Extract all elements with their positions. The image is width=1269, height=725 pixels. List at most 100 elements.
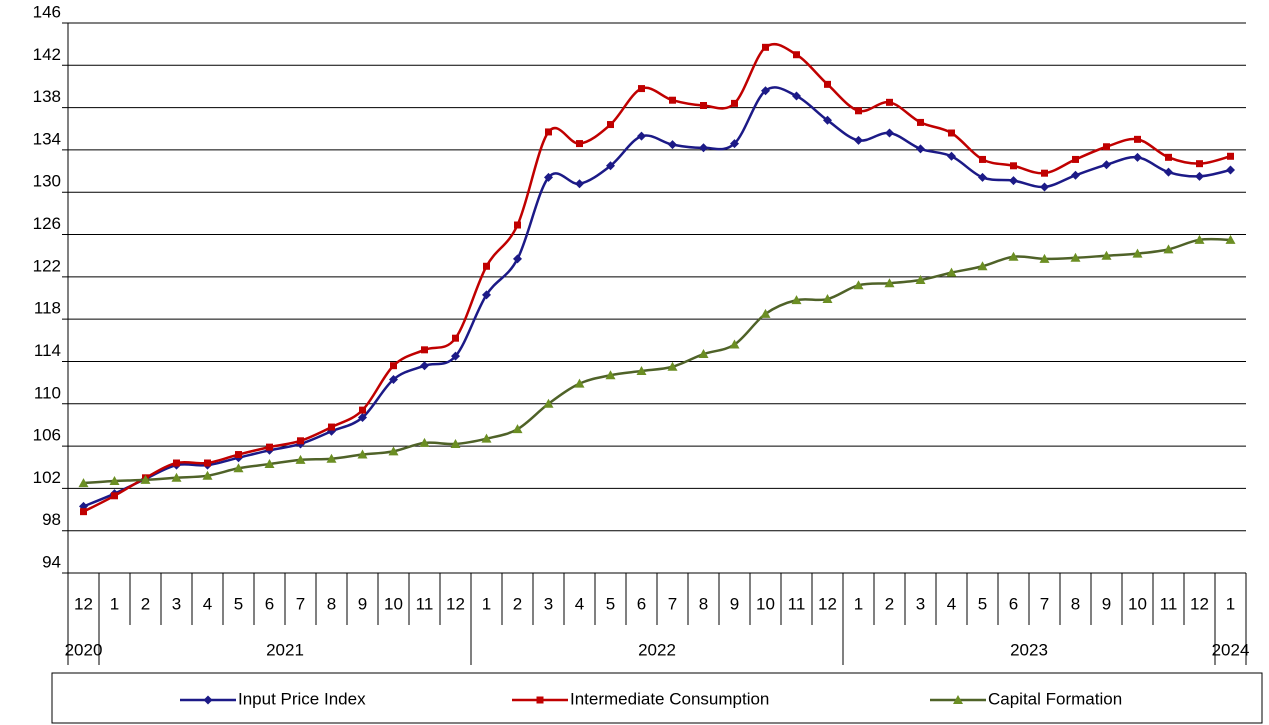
marker [536,696,544,704]
marker [1194,234,1205,244]
marker [389,374,398,384]
marker [483,262,490,270]
marker [514,221,521,229]
x-tick-label: 6 [637,594,646,613]
x-tick-label: 5 [606,594,615,613]
marker [326,453,337,463]
marker [730,139,739,149]
x-tick-label: 9 [730,594,739,613]
x-tick-label: 1 [854,594,863,613]
marker [235,451,242,459]
marker [1196,160,1203,168]
marker [1195,171,1204,181]
marker [699,143,708,153]
marker [359,406,366,414]
x-tick-label: 11 [788,594,806,613]
marker [202,470,213,480]
x-tick-label: 7 [1040,594,1049,613]
x-tick-label: 2 [141,594,150,613]
year-label: 2020 [65,640,103,659]
marker [1041,169,1048,177]
marker [792,91,801,101]
marker [574,378,585,388]
marker [1103,143,1110,151]
marker [1071,170,1080,180]
marker [884,278,895,288]
marker [669,96,676,104]
marker [1072,155,1079,163]
marker [419,437,430,447]
y-tick-label: 106 [33,426,61,445]
marker [761,86,770,96]
marker [1133,152,1142,162]
x-tick-label: 12 [1190,594,1209,613]
x-tick-label: 10 [384,594,403,613]
marker [140,474,151,484]
legend-box [51,672,1263,724]
x-tick-label: 9 [1102,594,1111,613]
x-tick-label: 7 [296,594,305,613]
marker [543,398,554,408]
marker [451,351,460,361]
marker [979,155,986,163]
marker [111,492,118,500]
marker [328,423,335,431]
marker [297,437,304,445]
marker [1226,165,1235,175]
marker [854,135,863,145]
y-tick-label: 142 [33,45,61,64]
y-tick-label: 122 [33,256,61,275]
y-tick-label: 118 [34,299,61,318]
marker [729,339,740,349]
marker [668,140,677,150]
y-tick-label: 146 [33,2,61,21]
marker [607,121,614,129]
marker [638,85,645,93]
marker [1164,167,1173,177]
x-tick-label: 2 [513,594,522,613]
x-tick-label: 3 [544,594,553,613]
marker [204,459,211,467]
marker [1009,176,1018,186]
marker [544,172,553,182]
x-tick-label: 1 [1226,594,1235,613]
marker [295,454,306,464]
marker [1165,153,1172,161]
x-tick-label: 2 [885,594,894,613]
year-label: 2024 [1212,640,1250,659]
x-tick-label: 1 [110,594,119,613]
marker [731,99,738,107]
marker [953,695,963,704]
marker [853,280,864,290]
marker [1132,248,1143,258]
x-tick-label: 12 [818,594,837,613]
x-tick-label: 6 [1009,594,1018,613]
series-line [82,42,1231,513]
marker [915,275,926,285]
marker [171,472,182,482]
legend-label: Capital Formation [988,689,1122,708]
marker [605,370,616,380]
legend-label: Input Price Index [238,689,366,708]
x-tick-label: 7 [668,594,677,613]
y-tick-label: 134 [33,129,61,148]
y-tick-label: 102 [33,468,61,487]
marker [576,140,583,148]
year-label: 2022 [638,640,676,659]
x-tick-label: 3 [172,594,181,613]
marker [357,449,368,459]
marker [1039,253,1050,263]
x-tick-label: 8 [327,594,336,613]
x-tick-label: 8 [699,594,708,613]
marker [452,334,459,342]
marker [1040,182,1049,192]
marker [636,365,647,375]
marker [977,261,988,271]
marker [917,118,924,126]
marker [885,128,894,138]
x-tick-label: 10 [756,594,775,613]
marker [1010,162,1017,170]
x-tick-label: 9 [358,594,367,613]
marker [358,413,367,423]
